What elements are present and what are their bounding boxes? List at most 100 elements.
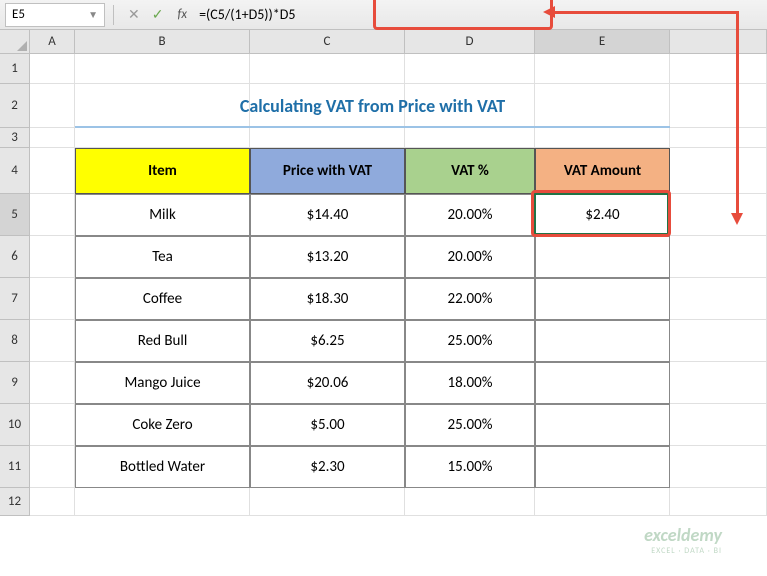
table-cell-vat_amt[interactable] [535, 362, 670, 404]
enter-icon[interactable]: ✓ [146, 6, 170, 23]
cell[interactable] [30, 194, 75, 236]
row-header-10[interactable]: 10 [0, 404, 30, 446]
col-header-B[interactable]: B [75, 30, 250, 54]
table-header-vat_pct[interactable]: VAT % [405, 148, 535, 194]
cancel-icon[interactable]: ✕ [122, 6, 146, 23]
cell[interactable] [670, 194, 767, 236]
row-header-12[interactable]: 12 [0, 488, 30, 516]
row-header-11[interactable]: 11 [0, 446, 30, 488]
table-cell-price[interactable]: $20.06 [250, 362, 405, 404]
row-header-7[interactable]: 7 [0, 278, 30, 320]
table-cell-item[interactable]: Milk [75, 194, 250, 236]
table-cell-price[interactable]: $13.20 [250, 236, 405, 278]
select-all-corner[interactable] [0, 30, 30, 54]
table-cell-vat_pct[interactable]: 25.00% [405, 320, 535, 362]
table-cell-vat_amt[interactable] [535, 236, 670, 278]
table-cell-price[interactable]: $14.40 [250, 194, 405, 236]
col-header-A[interactable]: A [30, 30, 75, 54]
cell[interactable] [670, 278, 767, 320]
row-header-6[interactable]: 6 [0, 236, 30, 278]
fx-icon[interactable]: fx [169, 7, 193, 22]
cell[interactable] [30, 278, 75, 320]
annotation-arrow-horizontal [553, 11, 739, 14]
title-underline [75, 126, 670, 128]
row-header-1[interactable]: 1 [0, 54, 30, 84]
row-header-5[interactable]: 5 [0, 194, 30, 236]
table-cell-vat_pct[interactable]: 22.00% [405, 278, 535, 320]
name-box-dropdown-icon[interactable]: ▼ [88, 8, 98, 21]
table-cell-vat_amt[interactable] [535, 404, 670, 446]
table-cell-vat_pct[interactable]: 15.00% [405, 446, 535, 488]
col-header-C[interactable]: C [250, 30, 405, 54]
cell[interactable] [75, 488, 250, 516]
table-header-vat_amt[interactable]: VAT Amount [535, 148, 670, 194]
table-cell-item[interactable]: Coffee [75, 278, 250, 320]
row-header-8[interactable]: 8 [0, 320, 30, 362]
cell[interactable] [250, 54, 405, 84]
cell[interactable] [30, 320, 75, 362]
cell[interactable] [670, 148, 767, 194]
cell[interactable] [30, 362, 75, 404]
table-cell-vat_pct[interactable]: 25.00% [405, 404, 535, 446]
table-cell-price[interactable]: $18.30 [250, 278, 405, 320]
formula-text: =(C5/(1+D5))*D5 [199, 6, 295, 23]
col-header-D[interactable]: D [405, 30, 535, 54]
table-cell-vat_amt[interactable]: $2.40 [535, 194, 670, 236]
cell[interactable] [75, 128, 250, 148]
cell[interactable] [405, 54, 535, 84]
table-cell-item[interactable]: Red Bull [75, 320, 250, 362]
watermark-subtitle: EXCEL · DATA · BI [651, 546, 722, 556]
cell[interactable] [30, 54, 75, 84]
table-cell-price[interactable]: $2.30 [250, 446, 405, 488]
table-cell-vat_amt[interactable] [535, 446, 670, 488]
cell[interactable] [535, 54, 670, 84]
name-box[interactable]: E5 ▼ [5, 3, 105, 27]
formula-input[interactable]: =(C5/(1+D5))*D5 [193, 3, 767, 27]
cell[interactable] [670, 84, 767, 128]
table-cell-item[interactable]: Mango Juice [75, 362, 250, 404]
cell[interactable] [30, 236, 75, 278]
cell[interactable] [670, 362, 767, 404]
table-cell-vat_pct[interactable]: 20.00% [405, 236, 535, 278]
table-cell-vat_amt[interactable] [535, 320, 670, 362]
cell[interactable] [30, 84, 75, 128]
cells-area: Calculating VAT from Price with VAT ItemP… [30, 54, 767, 516]
cell[interactable] [670, 488, 767, 516]
row-header-4[interactable]: 4 [0, 148, 30, 194]
table-cell-item[interactable]: Tea [75, 236, 250, 278]
table-header-price[interactable]: Price with VAT [250, 148, 405, 194]
cell[interactable] [670, 320, 767, 362]
row-header-9[interactable]: 9 [0, 362, 30, 404]
table-cell-item[interactable]: Bottled Water [75, 446, 250, 488]
cell[interactable] [670, 54, 767, 84]
row-header-2[interactable]: 2 [0, 84, 30, 128]
cell[interactable] [250, 128, 405, 148]
cell[interactable] [670, 446, 767, 488]
table-cell-vat_amt[interactable] [535, 278, 670, 320]
table-cell-vat_pct[interactable]: 18.00% [405, 362, 535, 404]
cell[interactable] [30, 446, 75, 488]
table-cell-price[interactable]: $6.25 [250, 320, 405, 362]
cell[interactable] [30, 404, 75, 446]
row-header-3[interactable]: 3 [0, 128, 30, 148]
col-header-extra[interactable] [670, 30, 767, 54]
cell[interactable] [670, 236, 767, 278]
cell[interactable] [30, 128, 75, 148]
table-cell-price[interactable]: $5.00 [250, 404, 405, 446]
page-title: Calculating VAT from Price with VAT [75, 84, 670, 128]
cell[interactable] [535, 128, 670, 148]
cell[interactable] [405, 488, 535, 516]
table-cell-vat_pct[interactable]: 20.00% [405, 194, 535, 236]
cell[interactable] [250, 488, 405, 516]
cell[interactable] [535, 488, 670, 516]
cell[interactable] [670, 404, 767, 446]
cell[interactable] [405, 128, 535, 148]
cell[interactable] [670, 128, 767, 148]
cell[interactable] [30, 488, 75, 516]
col-header-E[interactable]: E [535, 30, 670, 54]
cell[interactable] [30, 148, 75, 194]
table-cell-item[interactable]: Coke Zero [75, 404, 250, 446]
table-header-item[interactable]: Item [75, 148, 250, 194]
cell[interactable] [75, 54, 250, 84]
annotation-arrow-vertical [736, 11, 739, 215]
